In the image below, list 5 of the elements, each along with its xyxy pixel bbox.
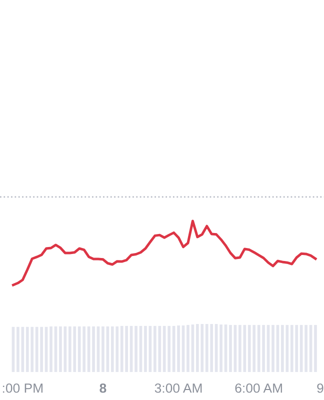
x-tick-label: 9 (317, 383, 324, 393)
x-tick-label: :00 PM (2, 383, 42, 393)
x-tick-label: 6:00 AM (235, 383, 282, 393)
x-tick-label: 8 (100, 383, 106, 393)
x-tick-label: 3:00 AM (154, 383, 202, 393)
